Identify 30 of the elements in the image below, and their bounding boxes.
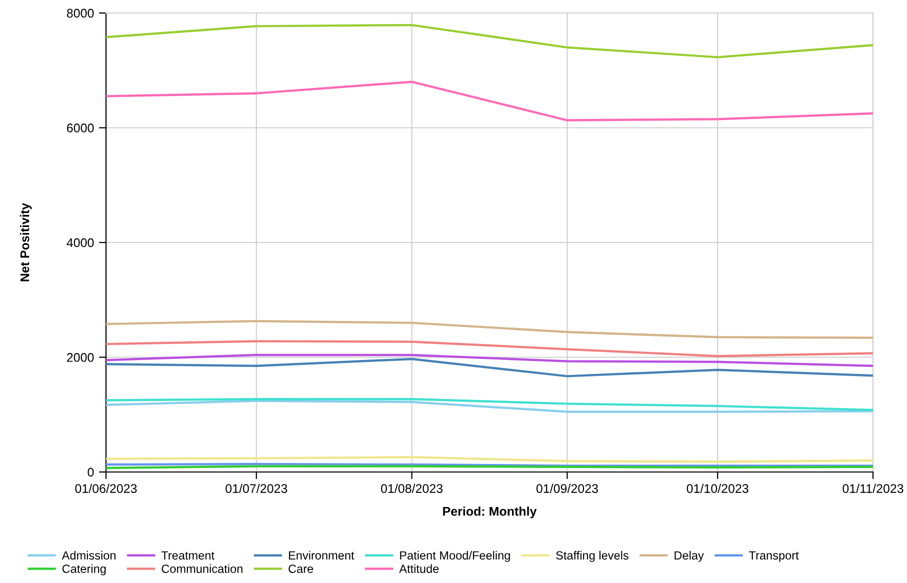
line-series bbox=[106, 354, 873, 367]
legend-label: Treatment bbox=[161, 551, 214, 560]
line-series bbox=[106, 24, 873, 58]
x-tick-label: 01/06/2023 bbox=[75, 484, 137, 493]
legend-label: Staffing levels bbox=[556, 550, 628, 562]
legend-label: Attitude bbox=[399, 564, 439, 573]
line-series bbox=[106, 80, 873, 122]
legend-label: Communication bbox=[162, 564, 242, 573]
y-tick-label: 6000 bbox=[67, 124, 94, 132]
legend-label: Admission bbox=[62, 550, 116, 560]
x-tick-label: 01/07/2023 bbox=[226, 484, 288, 493]
y-tick-label: 0 bbox=[88, 468, 94, 477]
x-tick-label: 01/10/2023 bbox=[686, 484, 748, 493]
legend-label: Transport bbox=[749, 551, 799, 562]
legend-label: Care bbox=[288, 564, 314, 573]
y-tick-label: 4000 bbox=[66, 238, 94, 248]
legend-label: Catering bbox=[62, 564, 106, 576]
legend-label: Patient Mood/Feeling bbox=[400, 550, 510, 562]
line-series bbox=[106, 340, 873, 358]
y-axis-title: Net Positivity bbox=[20, 202, 32, 282]
y-tick-label: 2000 bbox=[67, 353, 94, 362]
legend-label: Delay bbox=[674, 550, 704, 562]
x-axis-title: Period: Monthly bbox=[443, 506, 537, 518]
legend-label: Environment bbox=[288, 550, 354, 560]
x-tick-label: 01/11/2023 bbox=[842, 484, 904, 493]
y-tick-label: 8000 bbox=[66, 8, 94, 18]
x-tick-label: 01/09/2023 bbox=[536, 484, 598, 493]
line-series bbox=[106, 320, 873, 339]
line-series bbox=[106, 358, 873, 378]
x-tick-label: 01/08/2023 bbox=[381, 484, 443, 493]
